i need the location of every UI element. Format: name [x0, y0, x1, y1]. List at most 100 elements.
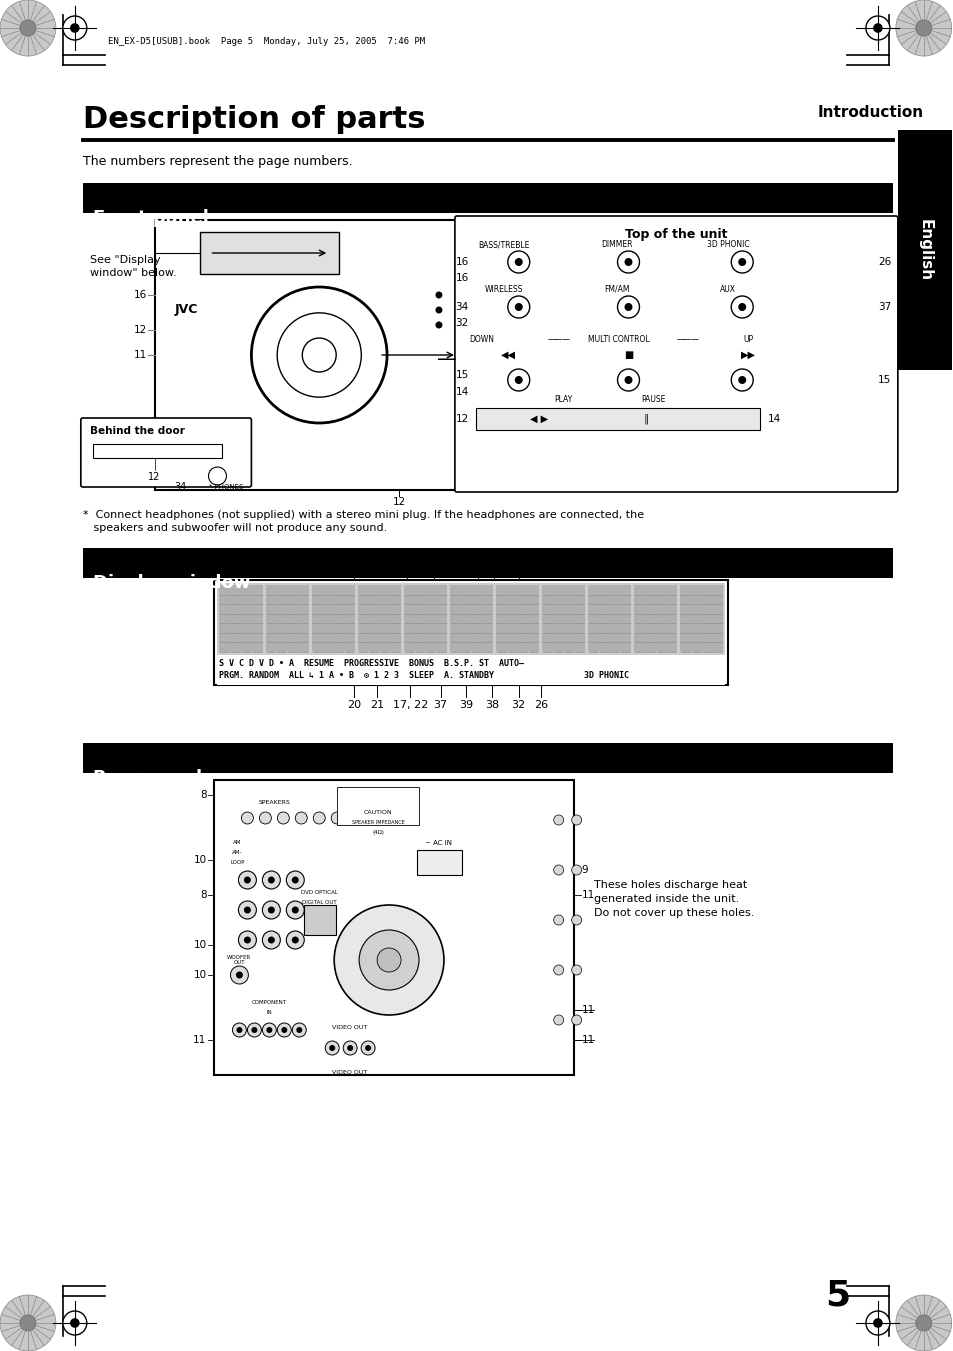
Text: MULTI CONTROL: MULTI CONTROL: [587, 335, 649, 345]
Bar: [199, 232, 339, 274]
Text: 11: 11: [193, 1035, 206, 1046]
Text: 10: 10: [193, 970, 206, 979]
Circle shape: [244, 877, 251, 884]
Text: 12: 12: [392, 497, 405, 507]
Circle shape: [334, 905, 443, 1015]
Text: 34: 34: [456, 303, 468, 312]
Bar: [83, 182, 892, 213]
Circle shape: [435, 307, 442, 313]
Circle shape: [435, 322, 442, 328]
Text: ———: ———: [547, 335, 570, 345]
Text: Front panel: Front panel: [92, 209, 209, 227]
Text: 27: 27: [471, 565, 485, 576]
Bar: [679, 585, 722, 653]
Text: CAUTION: CAUTION: [363, 811, 392, 815]
Bar: [304, 905, 335, 935]
Text: ~ AC IN: ~ AC IN: [425, 840, 452, 846]
Circle shape: [376, 948, 400, 971]
Circle shape: [70, 1319, 79, 1328]
Text: 10: 10: [193, 940, 206, 950]
Circle shape: [262, 931, 280, 948]
Text: 10: 10: [193, 855, 206, 865]
Circle shape: [262, 1023, 276, 1038]
Text: JVC: JVC: [174, 304, 198, 316]
Circle shape: [343, 1042, 356, 1055]
Circle shape: [233, 1023, 246, 1038]
Circle shape: [262, 871, 280, 889]
Bar: [416, 850, 461, 875]
Circle shape: [295, 812, 307, 824]
Text: *  Connect headphones (not supplied) with a stereo mini plug. If the headphones : * Connect headphones (not supplied) with…: [83, 509, 643, 520]
Text: 39: 39: [458, 700, 473, 711]
Text: 8: 8: [200, 790, 206, 800]
Circle shape: [231, 966, 248, 984]
Text: 9: 9: [581, 865, 588, 875]
Bar: [496, 585, 538, 653]
Text: The numbers represent the page numbers.: The numbers represent the page numbers.: [83, 155, 352, 168]
Text: PRGM. RANDOM  ALL ↳ 1 A • B  ⊙ 1 2 3  SLEEP  A. STANDBY                  3D PHON: PRGM. RANDOM ALL ↳ 1 A • B ⊙ 1 2 3 SLEEP…: [219, 671, 629, 680]
Bar: [154, 220, 458, 490]
FancyBboxPatch shape: [455, 216, 897, 492]
Circle shape: [553, 865, 563, 875]
Text: 15: 15: [456, 370, 468, 380]
Text: UP: UP: [742, 335, 753, 345]
Circle shape: [292, 877, 298, 884]
Text: (4Ω): (4Ω): [372, 830, 384, 835]
Text: 13: 13: [511, 565, 525, 576]
Text: 16: 16: [456, 257, 468, 267]
Text: Top of the unit: Top of the unit: [624, 228, 727, 240]
Text: 37: 37: [433, 700, 447, 711]
Circle shape: [241, 812, 253, 824]
Circle shape: [0, 1296, 56, 1351]
Text: 26: 26: [426, 565, 440, 576]
Circle shape: [872, 1319, 882, 1328]
Text: —: —: [436, 350, 456, 370]
Text: ‖: ‖: [638, 413, 655, 424]
Circle shape: [915, 1315, 931, 1331]
Text: PLAY: PLAY: [554, 394, 572, 404]
Text: ———: ———: [677, 335, 700, 345]
Bar: [83, 549, 892, 578]
Text: DOWN: DOWN: [468, 335, 494, 345]
Circle shape: [286, 871, 304, 889]
Circle shape: [895, 1296, 951, 1351]
FancyBboxPatch shape: [81, 417, 252, 486]
Bar: [217, 658, 724, 685]
Text: ■: ■: [623, 350, 633, 359]
Circle shape: [895, 0, 951, 55]
Circle shape: [738, 376, 745, 384]
Circle shape: [70, 23, 79, 32]
Circle shape: [238, 901, 256, 919]
Circle shape: [235, 971, 243, 978]
Circle shape: [553, 815, 563, 825]
Text: 11: 11: [581, 1005, 595, 1015]
Circle shape: [247, 1023, 261, 1038]
Circle shape: [553, 1015, 563, 1025]
Circle shape: [292, 907, 298, 913]
Text: WIRELESS: WIRELESS: [484, 285, 522, 295]
Text: 3D PHONIC: 3D PHONIC: [706, 240, 749, 249]
Circle shape: [20, 20, 36, 36]
Circle shape: [738, 303, 745, 311]
Bar: [634, 585, 677, 653]
Circle shape: [865, 1310, 889, 1335]
Circle shape: [313, 812, 325, 824]
Circle shape: [63, 1310, 87, 1335]
Circle shape: [347, 1046, 353, 1051]
Text: DIMMER: DIMMER: [600, 240, 632, 249]
Circle shape: [268, 877, 274, 884]
Text: 17, 22: 17, 22: [392, 700, 428, 711]
Text: EN_EX-D5[USUB].book  Page 5  Monday, July 25, 2005  7:46 PM: EN_EX-D5[USUB].book Page 5 Monday, July …: [108, 38, 424, 46]
Circle shape: [296, 1027, 302, 1034]
Text: WOOFER
OUT: WOOFER OUT: [227, 955, 252, 966]
Circle shape: [571, 1015, 581, 1025]
Text: Rear panel: Rear panel: [92, 769, 202, 788]
Text: 32: 32: [511, 700, 525, 711]
Circle shape: [244, 936, 251, 943]
Text: 12: 12: [456, 413, 468, 424]
Text: 15: 15: [877, 376, 890, 385]
Circle shape: [361, 1042, 375, 1055]
Circle shape: [277, 1023, 291, 1038]
Circle shape: [286, 931, 304, 948]
Circle shape: [553, 965, 563, 975]
